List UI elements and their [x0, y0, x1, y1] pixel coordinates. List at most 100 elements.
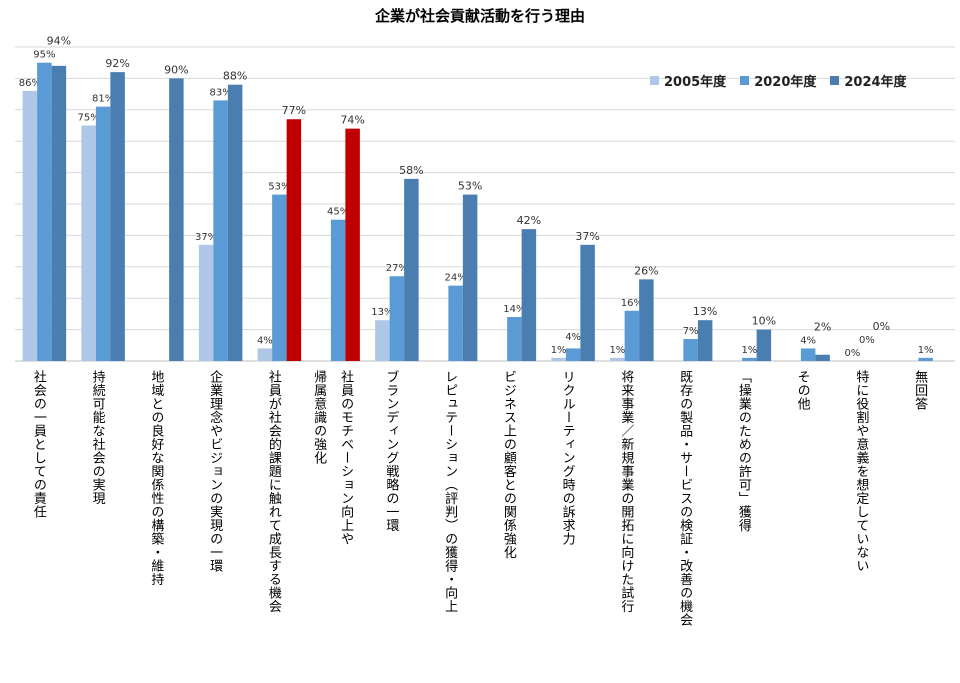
data-label: 27% — [386, 263, 408, 274]
data-label: 1% — [918, 345, 934, 356]
data-label: 42% — [517, 214, 541, 227]
legend-label: 2005年度 — [664, 75, 727, 90]
bar — [169, 78, 184, 362]
bar — [213, 100, 228, 361]
bar — [22, 90, 38, 362]
data-label: 4% — [257, 335, 273, 346]
category-label: 無回答 — [912, 370, 928, 411]
data-label: 14% — [503, 304, 525, 315]
legend-swatch — [650, 76, 659, 85]
data-label: 77% — [282, 104, 306, 117]
data-label: 94% — [47, 35, 71, 48]
bar — [624, 310, 640, 361]
data-label: 1% — [551, 345, 567, 356]
legend-swatch — [830, 76, 840, 85]
bar — [257, 348, 273, 361]
bar — [507, 317, 522, 361]
data-label: 0% — [844, 348, 860, 359]
data-label: 37% — [575, 230, 599, 243]
category-label: リクルーティング時の訴求力 — [559, 370, 575, 546]
data-label: 83% — [210, 87, 232, 98]
category-label: 地域との良好な関係性の構築・維持 — [148, 370, 164, 586]
bar — [697, 320, 713, 361]
data-label: 81% — [92, 94, 114, 105]
data-label: 95% — [33, 50, 55, 61]
data-label: 2% — [814, 320, 831, 333]
data-label: 1% — [741, 345, 757, 356]
bar — [389, 276, 405, 361]
legend-item: 2005年度 — [650, 71, 726, 90]
data-label: 92% — [105, 57, 129, 70]
data-label: 0% — [859, 335, 875, 346]
bar — [37, 62, 52, 361]
legend-label: 2024年度 — [844, 75, 907, 90]
bar — [742, 357, 757, 361]
bar — [404, 178, 419, 361]
category-label: 既存の製品・サービスの検証・改善の機会 — [677, 370, 693, 627]
data-label: 10% — [752, 315, 776, 328]
data-label: 7% — [683, 326, 699, 337]
category-label: その他 — [794, 370, 810, 411]
bar — [918, 357, 933, 361]
bar — [815, 354, 830, 361]
legend-item: 2024年度 — [830, 71, 907, 90]
data-label: 26% — [634, 264, 658, 277]
category-label: 「操業のための許可」獲得 — [735, 370, 751, 532]
bar — [51, 65, 67, 361]
bar — [683, 339, 698, 361]
data-label: 13% — [693, 305, 717, 318]
category-label: ブランディング戦略の一環 — [383, 370, 399, 532]
bar — [565, 348, 581, 361]
bar — [521, 229, 537, 361]
bar — [462, 194, 478, 361]
bar — [272, 194, 287, 361]
data-label: 1% — [609, 345, 625, 356]
category-label: 企業理念やビジョンの実現の一環 — [207, 370, 223, 573]
category-label: 持続可能な社会の実現 — [89, 370, 105, 505]
data-label: 88% — [223, 70, 247, 83]
category-label: 社員のモチベーション向上や 帰属意識の強化 — [311, 370, 354, 546]
bar — [81, 125, 96, 361]
bar — [110, 72, 125, 362]
legend-item: 2020年度 — [740, 71, 816, 90]
bar — [800, 348, 816, 361]
data-label: 58% — [399, 164, 423, 177]
bar — [286, 119, 302, 361]
bar — [227, 84, 243, 362]
legend-label: 2020年度 — [754, 75, 817, 90]
category-label: 特に役割や意義を想定していない — [853, 370, 869, 573]
chart-title: 企業が社会貢献活動を行う理由 — [374, 7, 585, 25]
data-label: 53% — [268, 182, 290, 193]
bar — [330, 219, 346, 361]
category-label: レピュテーション（評判）の獲得・向上 — [442, 370, 458, 613]
legend-swatch — [740, 76, 750, 85]
data-label: 0% — [873, 320, 890, 333]
category-label: 社会の一員としての責任 — [30, 370, 46, 519]
bar — [756, 329, 772, 361]
data-label: 75% — [78, 113, 100, 124]
bar — [580, 244, 595, 361]
bar — [95, 106, 111, 361]
data-label: 4% — [800, 335, 816, 346]
category-label: ビジネス上の顧客との関係強化 — [500, 370, 516, 559]
data-label: 45% — [327, 207, 349, 218]
data-label: 53% — [458, 180, 482, 193]
category-label: 将来事業／新規事業の開拓に向けた試行 — [618, 370, 634, 613]
data-label: 86% — [19, 78, 41, 89]
data-label: 24% — [445, 273, 467, 284]
bar — [639, 279, 654, 361]
data-label: 37% — [195, 232, 217, 243]
bar — [448, 285, 463, 361]
bar — [345, 128, 360, 361]
data-label: 74% — [340, 114, 364, 127]
data-label: 13% — [371, 307, 393, 318]
bar — [375, 320, 390, 361]
bar — [551, 357, 566, 361]
data-label: 4% — [565, 332, 581, 343]
bar — [610, 357, 625, 361]
data-label: 90% — [164, 63, 188, 76]
bar — [198, 244, 214, 361]
data-label: 16% — [621, 298, 643, 309]
category-label: 社員が社会的課題に触れて成長する機会 — [265, 370, 281, 613]
